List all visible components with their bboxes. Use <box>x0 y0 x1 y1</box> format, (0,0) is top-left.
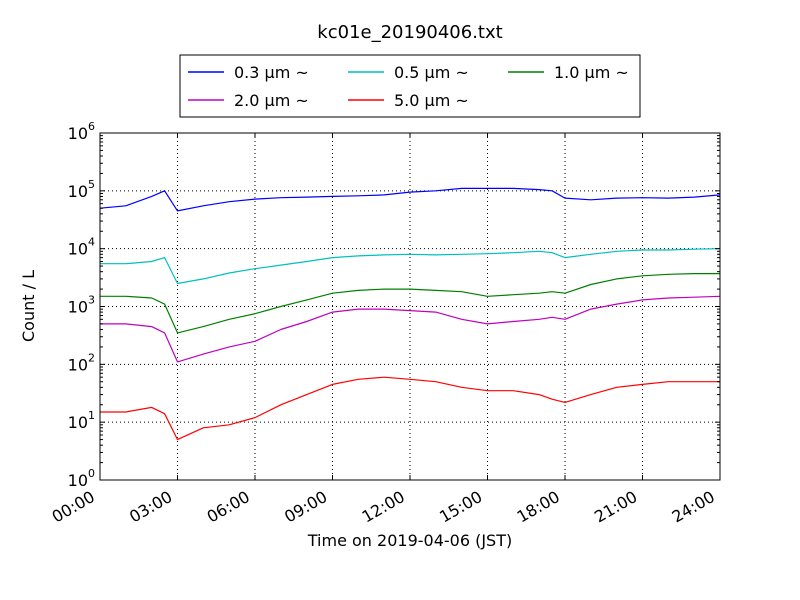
series-line-4 <box>100 376 720 441</box>
y-tick-exponent: 6 <box>88 120 95 133</box>
series-line-1 <box>100 248 721 285</box>
y-tick-label: 10 <box>68 240 88 259</box>
legend-label: 0.5 µm ~ <box>394 63 469 82</box>
x-tick-label: 24:00 <box>669 487 718 527</box>
series-lines <box>99 187 721 441</box>
x-tick-label: 03:00 <box>126 487 175 527</box>
chart-title: kc01e_20190406.txt <box>317 22 502 43</box>
legend-label: 0.3 µm ~ <box>234 63 309 82</box>
y-tick-exponent: 0 <box>88 467 95 480</box>
legend: 0.3 µm ~ 0.5 µm ~ 1.0 µm ~ 2.0 µm ~ 5.0 µm ~ <box>179 54 641 118</box>
series-line-0 <box>99 187 721 212</box>
series-line-3 <box>100 295 721 363</box>
y-tick-exponent: 1 <box>88 409 95 422</box>
legend-label: 5.0 µm ~ <box>394 91 469 110</box>
x-tick-label: 12:00 <box>359 487 408 527</box>
x-tick-label: 21:00 <box>591 487 640 527</box>
legend-box <box>179 54 641 118</box>
axis-ticks: 00:00 03:00 06:00 09:00 12:00 15:00 18:00 21:00… <box>49 120 721 527</box>
y-tick-label: 10 <box>68 124 88 143</box>
y-tick-label: 10 <box>68 471 88 490</box>
y-tick-label: 10 <box>68 182 88 201</box>
y-tick-label: 10 <box>68 413 88 432</box>
y-axis-label: Count / L <box>19 270 38 342</box>
x-tick-label: 00:00 <box>49 487 98 527</box>
series-line-2 <box>100 273 720 334</box>
x-tick-label: 15:00 <box>436 487 485 527</box>
y-tick-exponent: 4 <box>88 236 95 249</box>
x-tick-label: 18:00 <box>514 487 563 527</box>
x-tick-label: 06:00 <box>204 487 253 527</box>
y-tick-label: 10 <box>68 355 88 374</box>
y-tick-label: 10 <box>68 298 88 317</box>
x-tick-label: 09:00 <box>281 487 330 527</box>
y-tick-exponent: 5 <box>88 178 95 191</box>
y-tick-exponent: 2 <box>88 351 95 364</box>
grid-lines <box>100 133 720 480</box>
legend-label: 2.0 µm ~ <box>234 91 309 110</box>
y-tick-exponent: 3 <box>88 294 95 307</box>
legend-label: 1.0 µm ~ <box>554 63 629 82</box>
x-axis-label: Time on 2019-04-06 (JST) <box>307 531 512 550</box>
